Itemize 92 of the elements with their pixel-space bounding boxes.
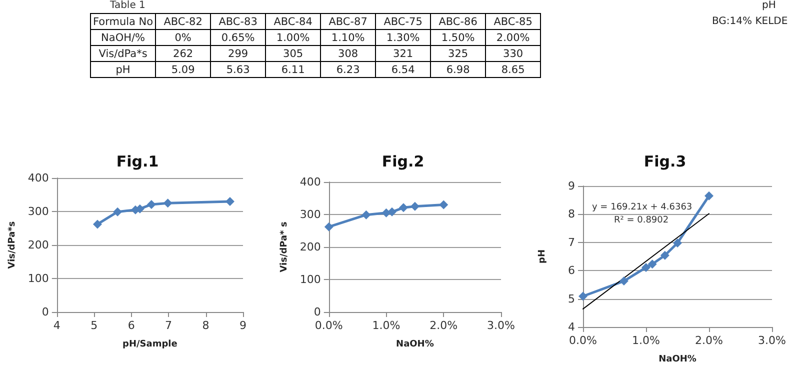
x-axis-title: NaOH% [396,340,434,350]
text: BG:14% KELDE [712,16,788,27]
data-label: 8.65 [486,62,541,78]
point [704,191,714,200]
data-label: 1.50% [430,30,486,46]
x-tick-label: 4 [53,319,60,332]
x-tick-label: 6 [128,319,135,332]
point [362,210,371,220]
y-tick-label: 100 [300,273,321,286]
y-tick-label: 8 [568,208,575,221]
annotation: R² = 0.8902 [614,216,669,226]
x-tick-label: 2.0% [430,319,458,332]
data-label: 330 [486,46,541,62]
y-tick-label: 200 [300,240,321,254]
y-tick-label: 9 [568,180,575,192]
text: Table 1 [110,0,146,11]
point [163,198,172,208]
text: NaOH/% [90,30,156,46]
point [113,207,122,216]
text: pH [90,62,156,78]
x-tick-label: 3.0% [487,319,515,332]
category-label: ABC-85 [486,14,541,30]
x-tick-label: 2.0% [695,334,723,347]
data-label: 0% [156,30,211,46]
point [324,222,334,232]
y-tick-label: 0 [42,306,49,318]
text: Vis/dPa*s [90,46,156,62]
data-label: 1.00% [266,30,321,46]
point [660,250,670,260]
y-tick-label: 300 [28,205,49,218]
data-label: 6.54 [376,62,431,78]
y-tick-label: 0 [314,306,321,318]
category-label: ABC-87 [320,14,376,30]
point [578,292,588,301]
data-label: 1.30% [376,30,431,46]
data-label: 262 [156,46,211,62]
point [388,207,396,216]
y-tick-label: 6 [568,264,575,278]
y-tick-label: 300 [300,208,321,221]
y-tick-label: 7 [568,236,575,249]
data-label: 5.09 [156,62,211,78]
category-label: ABC-75 [376,14,431,30]
y-tick-label: 200 [28,238,49,252]
point [439,200,448,210]
data-label: 321 [376,46,431,62]
x-axis-title: NaOH% [658,354,696,364]
x-tick-label: 7 [165,319,172,332]
x-tick-label: 0.0% [314,319,343,332]
chart-title: Fig.2 [382,152,424,170]
point [642,263,650,272]
data-label: 6.23 [320,62,376,78]
x-axis-title: pH/Sample [122,340,178,350]
x-tick-label: 9 [240,319,246,332]
x-tick-label: 5 [90,319,98,332]
data-label: 6.98 [430,62,486,78]
point [398,203,408,212]
data-label: 2.00% [486,30,541,46]
point [146,200,156,209]
point [410,202,420,211]
y-axis-title: Vis/dPa* s [280,222,290,272]
data-label: 1.10% [320,30,376,46]
chart-title: Fig.3 [644,152,686,170]
y-axis-title: pH [538,250,548,264]
x-tick-label: 0.0% [569,334,597,347]
point [648,260,657,269]
y-tick-label: 400 [28,172,49,184]
y-tick-label: 400 [300,176,321,188]
point [92,220,102,229]
x-tick-label: 1.0% [632,334,660,347]
text: pH [762,0,776,11]
annotation: y = 169.21x + 4.6363 [592,202,692,212]
point [673,238,682,248]
y-tick-label: 5 [568,292,575,306]
data-label: 6.11 [266,62,321,78]
data-label: 299 [210,46,266,62]
data-label: 5.63 [210,62,266,78]
category-label: ABC-84 [266,14,321,30]
category-label: ABC-82 [156,14,211,30]
data-label: 308 [320,46,376,62]
data-label: 305 [266,46,321,62]
category-label: ABC-86 [430,14,486,30]
category-label: ABC-83 [210,14,266,30]
point [619,276,628,286]
chart-title: Fig.1 [116,152,159,170]
text: Formula No [90,14,156,30]
y-axis-title: Vis/dPa*s [8,221,18,269]
data-label: 325 [430,46,486,62]
y-tick-label: 100 [28,272,49,285]
x-tick-label: 8 [202,319,210,332]
data-label: 0.65% [210,30,266,46]
x-tick-label: 1.0% [372,319,400,332]
x-tick-label: 3.0% [758,334,786,347]
